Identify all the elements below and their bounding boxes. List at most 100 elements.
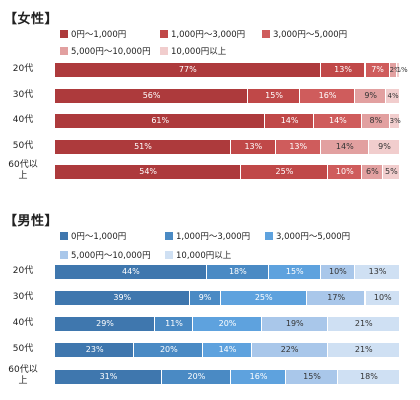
female-category-label: 60代以上 bbox=[0, 160, 46, 182]
female-data-label: 8% bbox=[369, 116, 383, 125]
male-category-label: 50代 bbox=[0, 344, 46, 355]
female-legend-label: 1,000円〜3,000円 bbox=[171, 30, 246, 40]
male-bar-segment bbox=[55, 343, 135, 357]
female-legend-item: 1,000円〜3,000円 bbox=[160, 28, 245, 40]
male-data-label: 21% bbox=[354, 345, 373, 354]
male-data-label: 10% bbox=[373, 293, 392, 302]
male-legend-swatch bbox=[165, 232, 173, 240]
female-data-label: 10% bbox=[335, 167, 354, 176]
female-bar-row: 54% 25% 10% 6% 5% bbox=[55, 165, 400, 179]
male-legend-item: 5,000円〜10,000円 bbox=[60, 249, 151, 261]
male-data-label: 13% bbox=[368, 267, 387, 276]
male-data-label: 14% bbox=[218, 345, 237, 354]
female-bar-segment bbox=[389, 63, 397, 77]
female-bar-segment bbox=[248, 89, 300, 103]
male-data-label: 20% bbox=[187, 372, 206, 381]
male-data-label: 17% bbox=[327, 293, 346, 302]
male-legend-label: 3,000円〜5,000円 bbox=[276, 232, 351, 242]
female-data-label: 13% bbox=[244, 142, 263, 151]
male-bar-segment bbox=[220, 291, 307, 305]
female-legend-label: 10,000円以上 bbox=[171, 47, 227, 57]
female-bar-segment bbox=[230, 140, 276, 154]
female-category-label-line: 20代 bbox=[12, 64, 34, 74]
male-data-label: 15% bbox=[285, 267, 304, 276]
female-data-label: 9% bbox=[378, 142, 391, 151]
female-bar-segment bbox=[355, 89, 387, 103]
female-legend-swatch bbox=[160, 30, 168, 38]
female-category-label-line: 50代 bbox=[12, 141, 34, 151]
male-data-label: 9% bbox=[198, 293, 212, 302]
male-data-label: 21% bbox=[354, 319, 373, 328]
female-data-label: 25% bbox=[275, 167, 294, 176]
female-bar-segment bbox=[389, 114, 400, 128]
male-category-label: 60代以上 bbox=[0, 365, 46, 387]
male-data-label: 31% bbox=[99, 372, 118, 381]
female-bar-segment bbox=[382, 165, 400, 179]
male-legend-swatch bbox=[165, 251, 173, 259]
female-data-label: 1% bbox=[396, 66, 408, 74]
female-category-label: 50代 bbox=[0, 141, 46, 152]
female-data-label: 7% bbox=[371, 65, 384, 74]
female-bar-segment bbox=[396, 63, 400, 77]
female-bar-segment bbox=[55, 63, 321, 77]
male-legend-swatch bbox=[60, 232, 68, 240]
male-legend-item: 0円〜1,000円 bbox=[60, 230, 126, 242]
male-category-label-line: 60代以 bbox=[8, 365, 38, 375]
male-legend-item: 10,000円以上 bbox=[165, 249, 231, 261]
female-data-label: 61% bbox=[151, 116, 170, 125]
female-bar-segment bbox=[320, 63, 366, 77]
female-data-label: 3% bbox=[389, 117, 401, 125]
female-bar-segment bbox=[55, 89, 249, 103]
female-bar-segment bbox=[55, 165, 242, 179]
female-data-label: 5% bbox=[385, 167, 398, 176]
female-bar-segment bbox=[313, 114, 363, 128]
female-bar-segment bbox=[362, 165, 383, 179]
male-category-label: 30代 bbox=[0, 292, 46, 303]
female-data-label: 77% bbox=[178, 65, 197, 74]
male-bar-segment bbox=[193, 317, 262, 331]
male-bar-segment bbox=[55, 317, 156, 331]
female-category-label-line: 60代以 bbox=[8, 160, 38, 170]
female-legend-item: 5,000円〜10,000円 bbox=[60, 45, 151, 57]
male-bar-row: 44% 18% 15% 10% 13% bbox=[55, 265, 400, 279]
female-data-label: 54% bbox=[139, 167, 158, 176]
male-data-label: 29% bbox=[96, 319, 114, 328]
male-bar-segment bbox=[230, 370, 287, 384]
male-bar-segment bbox=[337, 370, 400, 384]
male-bar-segment bbox=[134, 343, 204, 357]
male-data-label: 18% bbox=[228, 267, 247, 276]
female-category-label-line: 30代 bbox=[12, 90, 34, 100]
male-category-label-line: 上 bbox=[18, 376, 28, 386]
male-data-label: 10% bbox=[329, 267, 347, 276]
female-bar-segment bbox=[275, 140, 321, 154]
male-legend-item: 3,000円〜5,000円 bbox=[265, 230, 350, 242]
male-data-label: 20% bbox=[218, 319, 237, 328]
female-data-label: 13% bbox=[334, 65, 352, 74]
male-bar-segment bbox=[55, 370, 162, 384]
female-data-label: 13% bbox=[289, 142, 308, 151]
male-data-label: 11% bbox=[165, 319, 183, 328]
female-bar-segment bbox=[327, 165, 363, 179]
female-legend-label: 5,000円〜10,000円 bbox=[71, 47, 151, 57]
male-data-label: 15% bbox=[303, 372, 321, 381]
female-category-label: 40代 bbox=[0, 115, 46, 126]
female-legend-swatch bbox=[60, 47, 68, 55]
female-bar-row: 77% 13% 7% 2% 1% bbox=[55, 63, 408, 77]
female-category-label: 30代 bbox=[0, 90, 46, 101]
female-bar-segment bbox=[368, 140, 400, 154]
male-bar-segment bbox=[55, 291, 190, 305]
male-bar-row: 31% 20% 16% 15% 18% bbox=[55, 370, 400, 384]
female-data-label: 51% bbox=[134, 142, 152, 151]
male-bar-segment bbox=[203, 343, 252, 357]
female-legend-item: 10,000円以上 bbox=[160, 45, 226, 57]
male-bar-segment bbox=[262, 317, 328, 331]
male-bar-row: 23% 20% 14% 22% 21% bbox=[55, 343, 400, 357]
male-category-label: 20代 bbox=[0, 266, 46, 277]
male-bar-row: 29% 11% 20% 19% 21% bbox=[55, 317, 400, 331]
female-bar-segment bbox=[365, 63, 390, 77]
male-category-label-line: 50代 bbox=[12, 344, 34, 354]
male-bar-segment bbox=[55, 265, 207, 279]
male-bar-segment bbox=[268, 265, 321, 279]
male-bar-segment bbox=[189, 291, 221, 305]
female-category-label-line: 40代 bbox=[12, 115, 34, 125]
